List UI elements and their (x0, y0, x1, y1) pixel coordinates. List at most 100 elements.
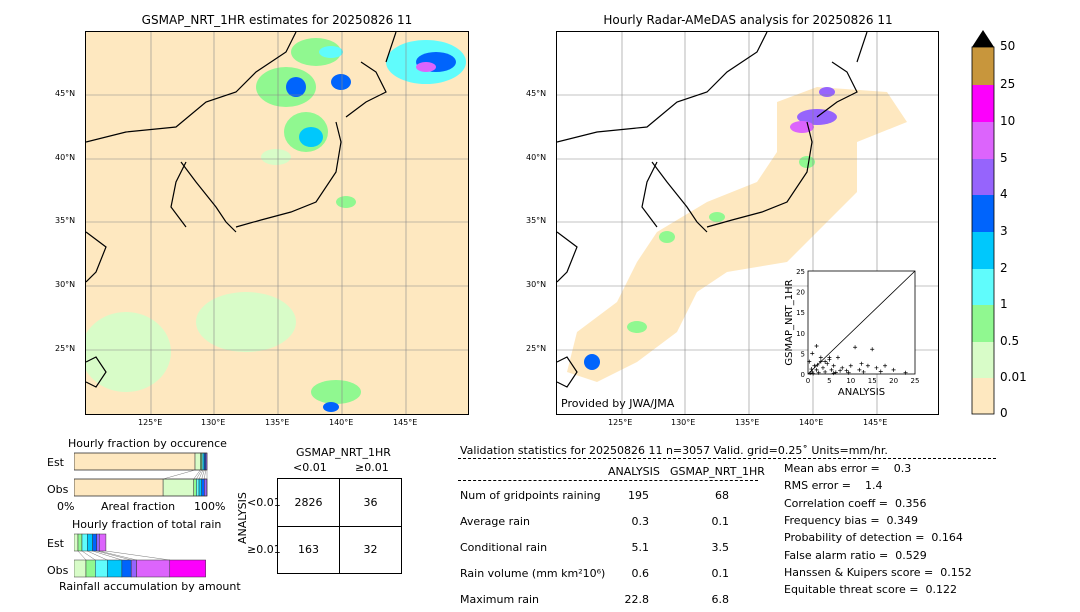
fraction-segment (193, 478, 197, 497)
colorbar-label: 0.5 (1000, 334, 1020, 348)
fraction-segment (95, 559, 108, 578)
score-line: Equitable threat score = 0.122 (784, 583, 957, 597)
rain-fraction-bars (74, 533, 206, 578)
cell-miss: 163 (298, 543, 319, 556)
scatter-point (809, 367, 814, 372)
data-credit: Provided by JWA/JMA (561, 397, 675, 410)
connector-line (196, 469, 202, 480)
stat-analysis-value: 195 (628, 489, 649, 502)
lat-tick-label: 40°N (55, 153, 76, 162)
lat-tick-label: 45°N (55, 89, 76, 98)
scatter-point (820, 365, 825, 370)
rain-area (323, 402, 339, 412)
lat-tick-label: 40°N (526, 153, 547, 162)
colorbar-label: 10 (1000, 114, 1016, 128)
colorbar-label: 5 (1000, 151, 1008, 165)
colorbar-label: 50 (1000, 39, 1016, 53)
scatter-x-tick: 25 (911, 377, 920, 385)
fraction-segment (81, 533, 88, 552)
scatter-xlabel: ANALYSIS (838, 387, 885, 398)
rain-area (416, 62, 436, 72)
occ-est-label: Est (47, 456, 64, 469)
rain-area (291, 38, 341, 66)
rain-area (261, 149, 291, 165)
score-line: Mean abs error = 0.3 (784, 462, 912, 475)
fraction-segment (87, 533, 93, 552)
scatter-point (870, 347, 875, 352)
stat-label: Num of gridpoints raining (460, 489, 601, 502)
colorbar-label: 25 (1000, 77, 1016, 91)
scatter-point (891, 367, 896, 372)
scatter-point (853, 345, 858, 350)
fraction-segment (107, 559, 123, 578)
occurrence-title: Hourly fraction by occurence (68, 437, 227, 450)
scatter-point (827, 355, 832, 360)
scatter-point (807, 359, 812, 364)
fraction-segment (74, 559, 87, 578)
lat-tick-label: 25°N (55, 344, 76, 353)
fraction-segment (196, 478, 200, 497)
rain-area (790, 121, 814, 133)
colorbar-segment (972, 378, 994, 414)
scatter-point (823, 359, 828, 364)
rain-area (659, 231, 675, 243)
lon-tick-label: 140°E (329, 418, 354, 427)
rain-area (319, 46, 343, 58)
connector-line (77, 550, 87, 561)
connector-line (193, 469, 201, 480)
contingency-row-2: ≥0.01 (247, 543, 281, 556)
scatter-point (857, 367, 862, 372)
scatter-point (859, 361, 864, 366)
scatter-point (808, 371, 813, 376)
stat-gsmap-value: 6.8 (711, 593, 730, 606)
scatter-x-tick: 15 (868, 377, 877, 385)
rain-fraction-title: Hourly fraction of total rain (72, 518, 222, 531)
scatter-point (835, 355, 840, 360)
rain-area (196, 292, 296, 352)
colorbar-segment (972, 269, 994, 305)
scatter-point (831, 371, 836, 376)
stats-col-analysis: ANALYSIS (608, 465, 660, 478)
scatter-y-tick: 5 (801, 350, 805, 358)
scatter-x-tick: 20 (889, 377, 898, 385)
scatter-point (840, 365, 845, 370)
stats-col-gsmap: GSMAP_NRT_1HR (670, 465, 765, 478)
lon-tick-label: 125°E (138, 418, 163, 427)
fraction-segment (136, 559, 171, 578)
scatter-point (814, 367, 819, 372)
stat-label: Conditional rain (460, 541, 548, 554)
scatter-y-tick: 10 (796, 330, 805, 338)
colorbar-extend-arrow (972, 30, 994, 47)
scatter-inset: 00 5 5 10 10 15 15 20 20 25 25 ANALYSIS GSMAP_NRT_1H… (784, 268, 920, 398)
colorbar-segment (972, 232, 994, 269)
lat-tick-label: 45°N (526, 89, 547, 98)
scatter-x-tick: 0 (806, 377, 810, 385)
rain-area (627, 321, 647, 333)
lat-tick-label: 25°N (526, 344, 547, 353)
score-line: Probability of detection = 0.164 (784, 531, 963, 545)
occ-x-max: 100% (194, 500, 226, 513)
scatter-point (811, 371, 816, 376)
connector-line (87, 550, 108, 561)
score-line: Hanssen & Kuipers score = 0.152 (784, 565, 972, 579)
scatter-point (883, 363, 888, 368)
stat-label: Rain volume (mm km²10⁶) (460, 567, 606, 580)
scatter-point (825, 361, 830, 366)
lon-tick-label: 135°E (735, 418, 760, 427)
connector-line (204, 469, 206, 480)
analysis-domain (567, 87, 907, 382)
fraction-segment (74, 452, 196, 471)
cell-hit: 32 (363, 543, 378, 556)
scatter-y-tick: 25 (796, 268, 805, 276)
left-map-title: GSMAP_NRT_1HR estimates for 20250826 11 (141, 13, 413, 27)
stats-header: Validation statistics for 20250826 11 n=… (460, 444, 888, 457)
lat-tick-label: 35°N (526, 216, 547, 225)
scatter-y-tick: 0 (801, 371, 805, 379)
stat-gsmap-value: 0.1 (711, 567, 730, 580)
colorbar-segment (972, 47, 994, 85)
lon-tick-label: 130°E (671, 418, 696, 427)
cell-false-alarm: 36 (363, 496, 378, 509)
connector-line (198, 469, 204, 480)
scatter-point (814, 343, 819, 348)
